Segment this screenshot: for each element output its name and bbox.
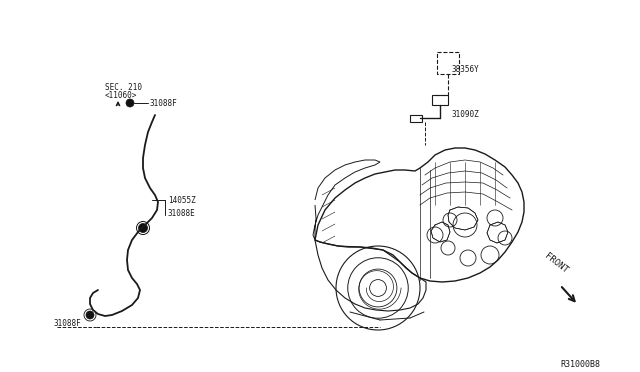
Circle shape bbox=[126, 99, 134, 107]
Bar bbox=[410, 115, 422, 122]
Text: 31088E: 31088E bbox=[168, 209, 196, 218]
Text: R31000B8: R31000B8 bbox=[560, 360, 600, 369]
Circle shape bbox=[86, 311, 94, 319]
Text: FRONT: FRONT bbox=[543, 251, 570, 275]
Text: SEC. 210: SEC. 210 bbox=[105, 83, 142, 92]
Text: 38356Y: 38356Y bbox=[452, 65, 480, 74]
Text: 31088F: 31088F bbox=[150, 99, 178, 108]
Circle shape bbox=[138, 224, 147, 232]
Text: 31088F: 31088F bbox=[54, 319, 82, 328]
Text: 31090Z: 31090Z bbox=[452, 110, 480, 119]
Text: <11060>: <11060> bbox=[105, 91, 138, 100]
Bar bbox=[437, 52, 459, 74]
Bar bbox=[432, 95, 448, 105]
Text: 14055Z: 14055Z bbox=[168, 196, 196, 205]
